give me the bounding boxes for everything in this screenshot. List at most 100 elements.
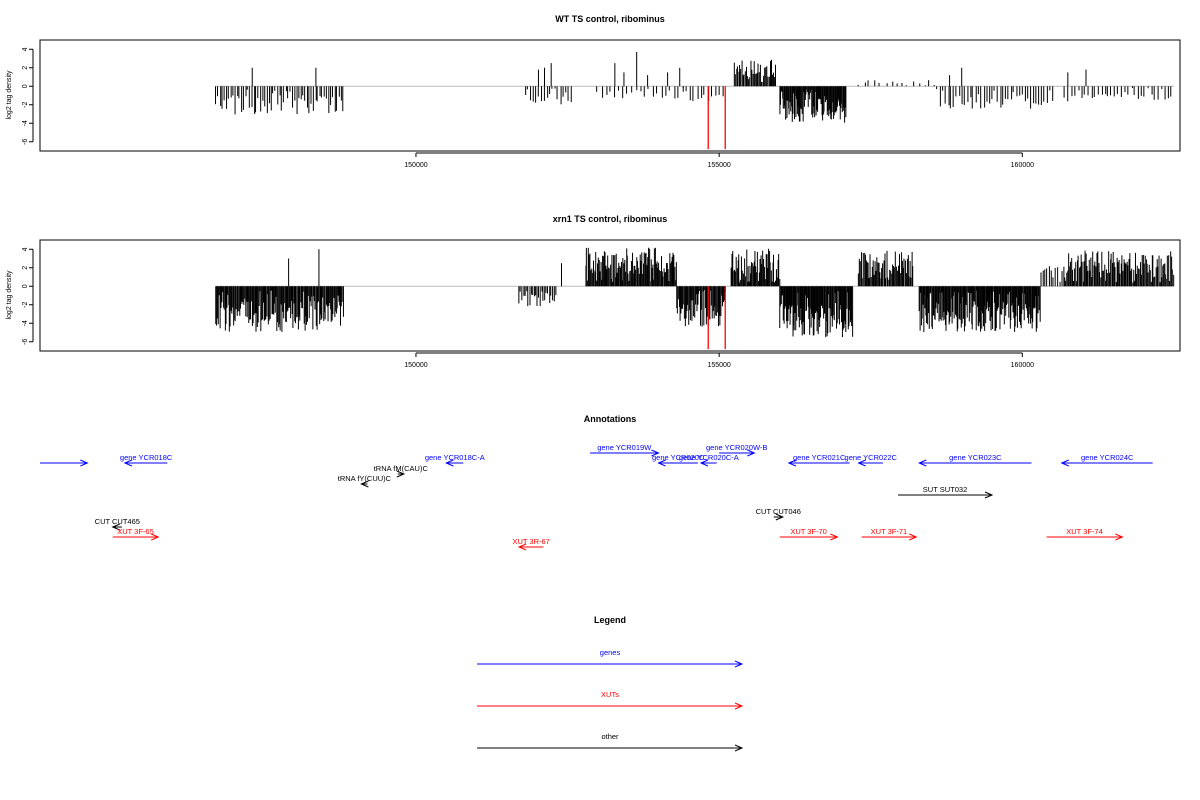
feature-label: gene YCR022C [845, 453, 898, 462]
feature-arrow-head [445, 459, 454, 467]
panel-xrn1-frame [39, 239, 1181, 352]
annotation-feature: gene YCR018C-A [425, 453, 485, 467]
y-tick-label: 0 [22, 84, 29, 88]
annotation-feature: gene YCR023C [917, 453, 1032, 467]
feature-arrow-head [830, 533, 839, 541]
annotation-feature: SUT SUT032 [898, 485, 994, 499]
annotation-feature: gene YCR018C [120, 453, 173, 467]
y-tick-label: 4 [22, 247, 29, 251]
feature-arrow-head [651, 449, 660, 457]
feature-arrow-head [80, 459, 89, 467]
panel-xrn1-bars [215, 247, 1175, 350]
feature-arrow-head [517, 543, 527, 551]
feature-label: gene YCR020C [652, 453, 705, 462]
feature-label: gene YCR020W-B [706, 443, 767, 452]
annotation-feature: tRNA fY(CUU)C [338, 474, 392, 488]
x-tick-label: 150000 [404, 162, 427, 169]
annotation-feature: XUT 3F-71 [861, 527, 918, 541]
feature-arrow-head [699, 459, 709, 467]
feature-label: gene YCR018C-A [425, 453, 485, 462]
feature-label: CUT CUT465 [95, 517, 140, 526]
feature-label: SUT SUT032 [923, 485, 967, 494]
feature-arrow-head [917, 459, 927, 467]
panel-xrn1-ylabel: log2 tag density [6, 270, 13, 320]
panel-xrn1-yaxis: -6 -4 -2 0 2 4 [22, 247, 34, 345]
x-tick-label: 160000 [1011, 362, 1034, 369]
annotation-feature: XUT 3F-74 [1046, 527, 1124, 541]
feature-arrow-head [747, 449, 756, 457]
feature-label: XUT 3R-67 [512, 537, 549, 546]
y-tick-label: -2 [22, 302, 29, 308]
annotation-feature: tRNA fM(CAU)C [374, 464, 429, 478]
feature-arrow-head [857, 459, 866, 467]
y-tick-label: -6 [22, 139, 29, 145]
feature-label: XUT 3F-70 [790, 527, 827, 536]
x-tick-label: 160000 [1011, 162, 1034, 169]
feature-arrow-head [775, 513, 785, 521]
feature-label: gene YCR018C [120, 453, 173, 462]
legend-panel: Legend genes XUTs other [477, 615, 744, 752]
panel-wt-xaxis: 150000 155000 160000 [404, 152, 1034, 169]
feature-label: CUT CUT046 [756, 507, 801, 516]
panel-wt-yaxis: -6 -4 -2 0 2 4 [22, 47, 34, 145]
feature-arrow-head [1060, 459, 1069, 467]
panel-wt-title: WT TS control, ribominus [555, 14, 665, 24]
legend-arrow-head [734, 744, 744, 752]
y-tick-label: -2 [22, 102, 29, 108]
feature-arrow-head [151, 533, 160, 541]
annotation-feature: CUT CUT046 [756, 507, 801, 521]
annotation-feature: gene YCR020C-A [679, 453, 739, 467]
legend-entry: genes [477, 648, 744, 668]
x-tick-label: 155000 [707, 362, 730, 369]
feature-label: gene YCR024C [1081, 453, 1134, 462]
annotation-feature: gene YCR020W-B [706, 443, 767, 457]
legend-title: Legend [594, 615, 626, 625]
annotation-feature: gene YCR022C [845, 453, 898, 467]
feature-label: gene YCR020C-A [679, 453, 739, 462]
panel-xrn1-xaxis: 150000 155000 160000 [404, 352, 1034, 369]
y-tick-label: -4 [22, 120, 29, 126]
feature-arrow-head [1115, 533, 1124, 541]
y-tick-label: 2 [22, 66, 29, 70]
y-tick-label: -4 [22, 320, 29, 326]
feature-label: gene YCR019W [597, 443, 652, 452]
feature-arrow-head [123, 459, 133, 467]
annotation-feature: XUT 3F-65 [112, 527, 160, 541]
panel-wt: WT TS control, ribominus log2 tag densit… [6, 14, 1181, 169]
feature-arrow-head [657, 459, 666, 467]
annotation-features: gene YCR018C tRNA fM(CAU)C gene YCR018C-A t… [40, 443, 1153, 551]
legend-arrow-head [734, 660, 744, 668]
annotation-feature: gene YCR021C [787, 453, 850, 467]
x-tick-label: 155000 [707, 162, 730, 169]
legend-label: genes [600, 648, 621, 657]
feature-label: gene YCR021C [793, 453, 846, 462]
feature-label: XUT 3F-71 [871, 527, 908, 536]
annotations-title: Annotations [584, 414, 637, 424]
feature-arrow-head [360, 480, 369, 488]
feature-label: tRNA fY(CUU)C [338, 474, 392, 483]
annotation-feature [40, 459, 89, 467]
panel-xrn1-title: xrn1 TS control, ribominus [553, 214, 668, 224]
feature-arrow-head [984, 491, 994, 499]
feature-label: XUT 3F-74 [1066, 527, 1103, 536]
panel-xrn1: xrn1 TS control, ribominus log2 tag dens… [6, 214, 1181, 369]
y-tick-label: -6 [22, 339, 29, 345]
legend-label: XUTs [601, 690, 619, 699]
feature-arrow-head [787, 459, 797, 467]
x-tick-label: 150000 [404, 362, 427, 369]
feature-arrow-head [111, 523, 120, 531]
panel-wt-ylabel: log2 tag density [6, 70, 13, 120]
annotation-feature: gene YCR024C [1060, 453, 1153, 467]
y-tick-label: 0 [22, 284, 29, 288]
annotation-feature: XUT 3F-70 [779, 527, 839, 541]
feature-label: gene YCR023C [949, 453, 1002, 462]
legend-arrow-head [734, 702, 744, 710]
feature-label: XUT 3F-65 [117, 527, 154, 536]
feature-arrow-head [396, 470, 406, 478]
feature-arrow-head [909, 533, 918, 541]
annotation-feature: XUT 3R-67 [512, 537, 550, 551]
annotation-feature: gene YCR020C [652, 453, 705, 467]
y-tick-label: 4 [22, 47, 29, 51]
feature-label: tRNA fM(CAU)C [374, 464, 429, 473]
